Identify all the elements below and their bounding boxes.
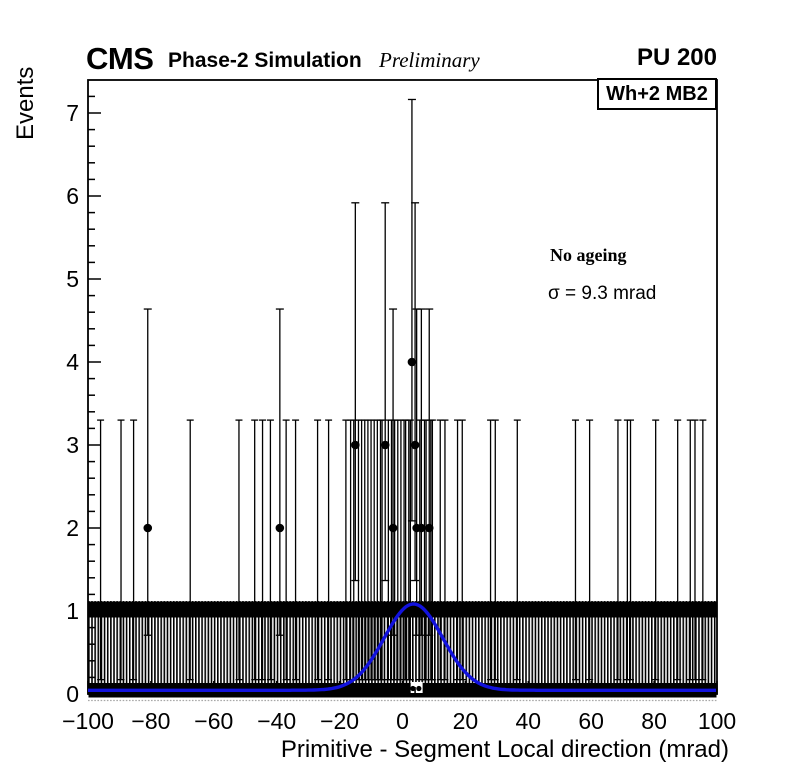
pileup-label: PU 200 [636,44,717,71]
x-axis: −100 −80 −60 −40 −20 0 20 40 60 80 100 [62,681,736,734]
chamber-label-box: Wh+2 MB2 [597,78,717,110]
svg-text:−40: −40 [257,708,296,734]
svg-text:20: 20 [453,708,479,734]
svg-text:3: 3 [66,432,79,458]
x-axis-title: Primitive - Segment Local direction (mra… [280,736,729,763]
svg-text:6: 6 [66,183,79,209]
svg-text:1: 1 [66,598,79,624]
legend-sigma-value: σ = 9.3 mrad [548,283,657,304]
legend-ageing-label: No ageing [550,245,627,265]
svg-text:60: 60 [578,708,604,734]
data-points [143,98,434,636]
preliminary-label: Preliminary [379,48,480,72]
cms-logo-text: CMS [86,41,154,76]
one-count-error-bars [97,419,707,681]
y-axis-title: Events [12,66,39,140]
svg-text:5: 5 [66,266,79,292]
phase2-simulation-label: Phase-2 Simulation [168,49,362,72]
svg-text:−60: −60 [194,708,233,734]
gaussian-fit-curve [88,602,716,692]
svg-text:7: 7 [66,100,79,126]
y-axis: 0 1 2 3 4 5 6 7 [66,95,101,707]
svg-text:40: 40 [516,708,542,734]
svg-text:−20: −20 [320,708,359,734]
svg-text:4: 4 [66,349,79,375]
svg-text:80: 80 [641,708,667,734]
svg-text:0: 0 [396,708,409,734]
svg-text:−100: −100 [62,708,114,734]
svg-text:−80: −80 [131,708,170,734]
svg-text:2: 2 [66,515,79,541]
svg-text:100: 100 [698,708,736,734]
svg-text:0: 0 [66,681,79,707]
